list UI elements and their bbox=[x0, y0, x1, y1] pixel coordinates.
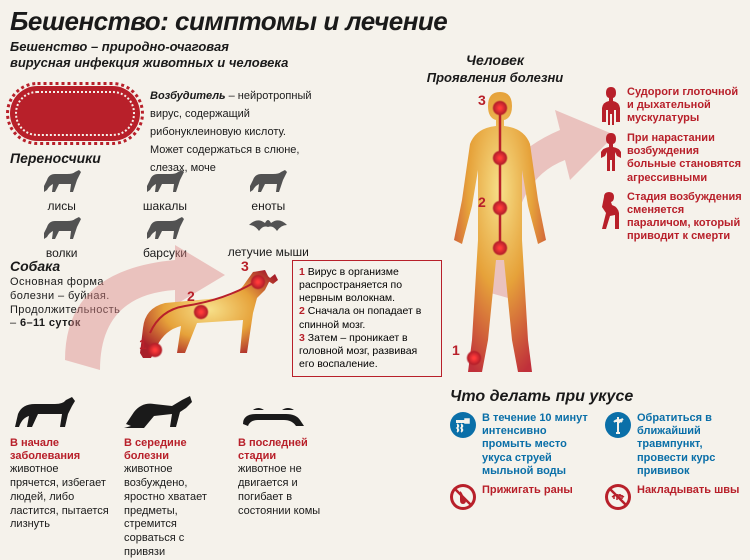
symptom-3: Стадия возбуждения сменяется параличом, … bbox=[600, 191, 742, 244]
bite-do-2: Обратиться в ближайший травмпункт, прове… bbox=[605, 412, 740, 478]
pathogen-text: – нейротропный вирус, содержащий рибонук… bbox=[150, 90, 312, 174]
spread-box: 1 Вирус в организме распространяется по … bbox=[292, 260, 442, 377]
main-title: Бешенство: симптомы и лечение bbox=[0, 0, 750, 39]
bite-dont-2: Накладывать швы bbox=[605, 484, 740, 510]
human-marker bbox=[492, 150, 508, 166]
dog-marker-1 bbox=[147, 342, 163, 358]
carrier-label: еноты bbox=[217, 199, 320, 213]
carrier-raccoon: еноты bbox=[217, 168, 320, 213]
bite-text: Накладывать швы bbox=[637, 484, 739, 497]
human-marker bbox=[492, 240, 508, 256]
dog-illustration: 1 2 3 bbox=[125, 258, 290, 378]
stage-title: В начале заболевания bbox=[10, 437, 110, 463]
stage-title: В середине болезни bbox=[124, 437, 224, 463]
dog-marker-2 bbox=[193, 304, 209, 320]
human-illustration: 3 2 1 bbox=[440, 90, 560, 380]
bite-text: Прижигать раны bbox=[482, 484, 573, 497]
stage-title: В последней стадии bbox=[238, 437, 338, 463]
bite-do-1: В течение 10 минут интенсивно промыть ме… bbox=[450, 412, 595, 478]
symptom-text: Судороги глоточной и дыхательной мускула… bbox=[627, 86, 742, 126]
pathogen-head: Возбудитель bbox=[150, 90, 226, 102]
bite-dont-1: Прижигать раны bbox=[450, 484, 595, 510]
no-stitch-icon bbox=[605, 484, 631, 510]
wash-icon bbox=[450, 412, 476, 438]
bite-text: Обратиться в ближайший травмпункт, прове… bbox=[637, 412, 740, 478]
carrier-jackal: шакалы bbox=[113, 168, 216, 213]
subtitle: Бешенство – природно-очаговая вирусная и… bbox=[0, 39, 300, 74]
hospital-icon bbox=[605, 412, 631, 438]
stage-text: животное прячется, избегает людей, либо … bbox=[10, 463, 110, 532]
symptom-text: Стадия возбуждения сменяется параличом, … bbox=[627, 191, 742, 244]
dog-marker-3 bbox=[250, 274, 266, 290]
human-marker-1 bbox=[466, 350, 482, 366]
human-marker-3 bbox=[492, 100, 508, 116]
stage-3: В последней стадии животное не двигается… bbox=[238, 392, 338, 560]
human-sub: Проявления болезни bbox=[395, 70, 595, 85]
carrier-label: шакалы bbox=[113, 199, 216, 213]
symptom-1: Судороги глоточной и дыхательной мускула… bbox=[600, 86, 742, 126]
human-head: Человек bbox=[395, 52, 595, 68]
stage-text: животное не двигается и погибает в состо… bbox=[238, 463, 338, 518]
symptom-2: При нарастании возбуждения больные стано… bbox=[600, 132, 742, 185]
bite-text: В течение 10 минут интенсивно промыть ме… bbox=[482, 412, 595, 478]
human-marker-2 bbox=[492, 200, 508, 216]
stage-2: В середине болезни животное возбуждено, … bbox=[124, 392, 224, 560]
virus-illustration bbox=[10, 86, 140, 141]
no-burn-icon bbox=[450, 484, 476, 510]
carriers-head: Переносчики bbox=[10, 150, 101, 166]
symptom-text: При нарастании возбуждения больные стано… bbox=[627, 132, 742, 185]
bite-head: Что делать при укусе bbox=[450, 388, 745, 406]
carrier-label: лисы bbox=[10, 199, 113, 213]
carrier-fox: лисы bbox=[10, 168, 113, 213]
stage-text: животное возбуждено, яростно хватает пре… bbox=[124, 463, 224, 559]
stage-1: В начале заболевания животное прячется, … bbox=[10, 392, 110, 560]
